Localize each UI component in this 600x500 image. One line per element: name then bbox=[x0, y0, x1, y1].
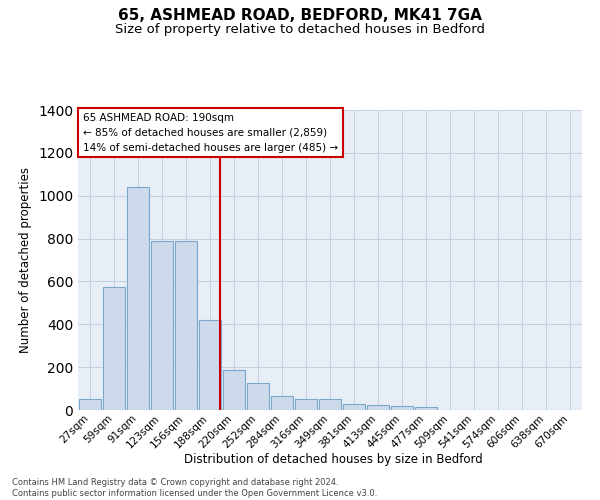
Bar bbox=[79, 400, 101, 410]
Bar bbox=[295, 400, 317, 410]
Bar bbox=[247, 383, 269, 410]
Bar bbox=[223, 370, 245, 410]
Y-axis label: Number of detached properties: Number of detached properties bbox=[19, 167, 32, 353]
Bar bbox=[343, 404, 365, 410]
Text: Size of property relative to detached houses in Bedford: Size of property relative to detached ho… bbox=[115, 22, 485, 36]
Bar bbox=[391, 406, 413, 410]
Text: 65 ASHMEAD ROAD: 190sqm
← 85% of detached houses are smaller (2,859)
14% of semi: 65 ASHMEAD ROAD: 190sqm ← 85% of detache… bbox=[83, 113, 338, 152]
Bar bbox=[271, 396, 293, 410]
Text: 65, ASHMEAD ROAD, BEDFORD, MK41 7GA: 65, ASHMEAD ROAD, BEDFORD, MK41 7GA bbox=[118, 8, 482, 22]
Text: Distribution of detached houses by size in Bedford: Distribution of detached houses by size … bbox=[184, 452, 482, 466]
Bar bbox=[175, 240, 197, 410]
Text: Contains HM Land Registry data © Crown copyright and database right 2024.
Contai: Contains HM Land Registry data © Crown c… bbox=[12, 478, 377, 498]
Bar bbox=[127, 187, 149, 410]
Bar bbox=[367, 404, 389, 410]
Bar bbox=[151, 240, 173, 410]
Bar bbox=[103, 287, 125, 410]
Bar bbox=[319, 400, 341, 410]
Bar bbox=[199, 320, 221, 410]
Bar bbox=[415, 408, 437, 410]
